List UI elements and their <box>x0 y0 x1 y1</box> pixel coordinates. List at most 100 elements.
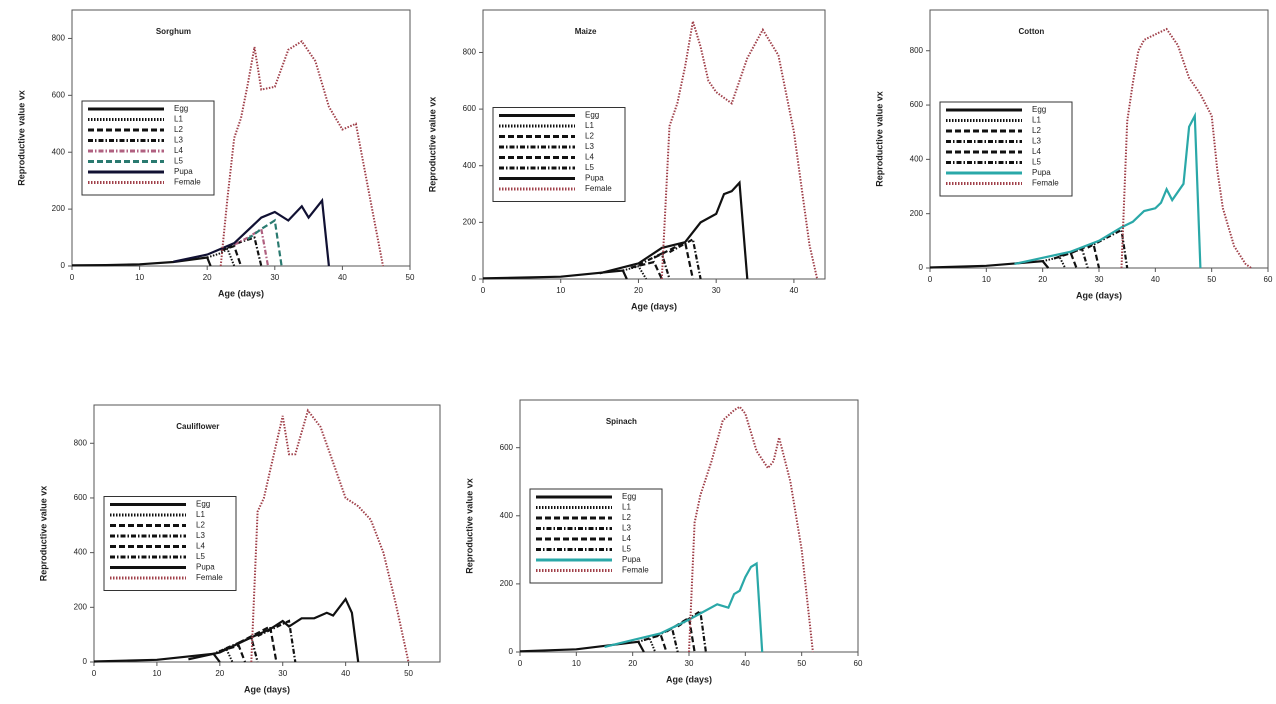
legend-label: L2 <box>174 125 183 134</box>
series-line <box>638 251 671 280</box>
y-tick-label: 200 <box>52 204 66 213</box>
legend-label: Egg <box>1032 105 1046 114</box>
legend-box <box>529 488 663 584</box>
chart-title: Maize <box>575 27 597 36</box>
x-tick-label: 0 <box>481 286 486 295</box>
legend-label: L3 <box>622 524 631 533</box>
x-tick-label: 10 <box>152 669 161 678</box>
legend-label: L1 <box>585 121 594 130</box>
chart: 0 200 400 600 800 0 10 20 30 40 50 Age (days) Reprod… <box>38 404 441 694</box>
x-axis-label: Age (days) <box>631 301 677 311</box>
chart: 0 200 400 600 800 0 10 20 30 40 Age (days) Reproduc… <box>427 9 826 311</box>
legend-label: Female <box>1032 179 1059 188</box>
series-line <box>482 269 628 280</box>
y-tick-label: 0 <box>919 263 924 272</box>
y-tick-label: 600 <box>910 100 924 109</box>
x-axis-label: Age (days) <box>244 684 290 694</box>
series-line <box>638 637 657 653</box>
x-tick-label: 20 <box>1038 275 1047 284</box>
x-tick-label: 20 <box>203 273 212 282</box>
x-tick-label: 50 <box>406 273 415 282</box>
y-tick-label: 400 <box>463 161 477 170</box>
chart: 0 200 400 600 800 0 10 20 30 40 50 60 Age (days) Repr… <box>874 9 1273 300</box>
series-line <box>677 609 707 653</box>
legend-label: Egg <box>174 104 188 113</box>
y-tick-label: 400 <box>52 147 66 156</box>
legend-label: L1 <box>1032 116 1041 125</box>
chart-title: Cotton <box>1019 27 1045 36</box>
series-line <box>1120 27 1252 269</box>
series-line <box>219 644 247 663</box>
y-axis-label: Reproductive value vx <box>427 97 437 193</box>
legend-label: Pupa <box>585 174 604 183</box>
series-line <box>630 260 663 280</box>
legend-label: L5 <box>1032 158 1041 167</box>
chart: 0 200 400 600 0 10 20 30 40 50 60 Age (days) Reprodu… <box>464 399 863 684</box>
legend-box <box>81 100 215 196</box>
legend-label: L2 <box>622 513 631 522</box>
y-tick-label: 600 <box>500 443 514 452</box>
x-tick-label: 60 <box>854 659 863 668</box>
legend-label: L5 <box>174 157 183 166</box>
legend-label: Female <box>585 184 612 193</box>
legend-label: L3 <box>585 142 594 151</box>
legend-box <box>103 496 237 591</box>
legend-label: L5 <box>196 552 205 561</box>
legend-label: Female <box>622 566 649 575</box>
y-tick-label: 600 <box>52 90 66 99</box>
legend-label: Egg <box>585 111 599 120</box>
x-tick-label: 30 <box>1095 275 1104 284</box>
legend-label: L5 <box>622 545 631 554</box>
x-tick-label: 10 <box>572 659 581 668</box>
series-line <box>653 240 694 280</box>
x-tick-label: 30 <box>270 273 279 282</box>
x-tick-label: 30 <box>712 286 721 295</box>
series-line <box>225 635 259 663</box>
legend-label: Egg <box>196 500 210 509</box>
y-tick-label: 0 <box>472 274 477 283</box>
y-tick-label: 400 <box>910 154 924 163</box>
x-tick-label: 10 <box>135 273 144 282</box>
chart-title: Spinach <box>606 417 637 426</box>
legend-label: L4 <box>585 153 594 162</box>
x-tick-label: 0 <box>92 669 97 678</box>
x-tick-label: 30 <box>278 669 287 678</box>
series-line <box>247 218 283 267</box>
series-line <box>1053 251 1078 269</box>
legend-label: Pupa <box>196 563 215 572</box>
series-line <box>93 652 221 663</box>
y-tick-label: 800 <box>463 48 477 57</box>
legend-label: Pupa <box>1032 168 1051 177</box>
x-tick-label: 10 <box>982 275 991 284</box>
x-tick-label: 40 <box>789 286 798 295</box>
legend-label: L1 <box>196 510 205 519</box>
series-line <box>622 265 648 280</box>
legend-label: L2 <box>585 132 594 141</box>
series-line <box>665 616 696 653</box>
legend-label: L1 <box>622 503 631 512</box>
x-tick-label: 50 <box>404 669 413 678</box>
chart-title: Sorghum <box>156 27 191 36</box>
legend-label: L4 <box>622 534 631 543</box>
legend-box <box>939 101 1073 197</box>
y-tick-label: 800 <box>52 34 66 43</box>
x-tick-label: 20 <box>215 669 224 678</box>
y-tick-label: 200 <box>910 209 924 218</box>
legend-label: L4 <box>196 542 205 551</box>
y-tick-label: 200 <box>74 602 88 611</box>
legend-label: L3 <box>174 136 183 145</box>
series-line <box>220 244 243 267</box>
series-line <box>71 256 212 267</box>
y-tick-label: 0 <box>61 261 66 270</box>
x-axis-label: Age (days) <box>666 674 712 684</box>
legend-label: L4 <box>174 146 183 155</box>
series-line <box>1014 111 1202 269</box>
x-tick-label: 40 <box>338 273 347 282</box>
y-axis-label: Reproductive value vx <box>16 90 26 186</box>
y-axis-label: Reproductive value vx <box>874 91 884 187</box>
legend-label: L3 <box>196 531 205 540</box>
y-axis-label: Reproductive value vx <box>38 486 48 582</box>
series-line <box>1070 242 1101 269</box>
y-tick-label: 200 <box>463 217 477 226</box>
y-tick-label: 400 <box>74 548 88 557</box>
